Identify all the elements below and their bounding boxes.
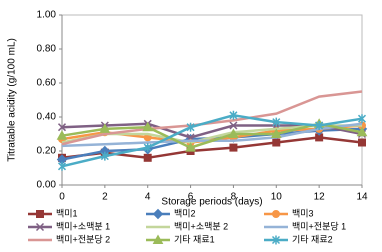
legend-marker (271, 235, 281, 245)
marker (99, 123, 111, 133)
marker (357, 114, 367, 124)
legend-marker (36, 210, 44, 218)
marker (356, 126, 368, 137)
marker (56, 130, 68, 140)
y-tick-label: 0.60 (37, 78, 57, 89)
x-tick-label: 6 (188, 192, 194, 203)
x-tick-label: 14 (356, 192, 368, 203)
series-line (61, 114, 363, 168)
marker (229, 143, 238, 152)
legend-label: 기타 재료1 (174, 234, 215, 244)
marker (185, 142, 196, 152)
marker (186, 122, 195, 132)
legend-label: 백미1 (56, 208, 78, 218)
marker (272, 138, 281, 147)
x-tick-label: 12 (314, 192, 326, 203)
marker (229, 110, 238, 120)
marker (358, 138, 366, 147)
legend-marker (152, 234, 164, 244)
plot-area (61, 14, 363, 186)
marker (315, 121, 324, 130)
marker (57, 161, 67, 171)
y-tick-label: 0.20 (37, 146, 57, 157)
legend-marker (272, 210, 280, 218)
x-tick-label: 4 (145, 192, 151, 203)
y-axis-label: Titratable acidity (g/100 mL) (7, 38, 18, 162)
x-tick-label: 8 (231, 192, 237, 203)
x-tick-label: 10 (271, 192, 283, 203)
marker (272, 117, 281, 127)
y-tick-label: 0.40 (37, 112, 57, 123)
x-tick-label: 2 (102, 192, 108, 203)
marker (100, 151, 109, 161)
y-tick-label: 0.80 (37, 44, 57, 55)
series-line (61, 90, 363, 146)
legend-label: 백미3 (292, 208, 314, 218)
legend-marker (152, 208, 164, 220)
marker (228, 128, 239, 138)
x-tick-label: 0 (59, 192, 65, 203)
legend-label: 백미+소맥분 2 (174, 221, 228, 231)
y-tick-label: 0.00 (37, 180, 57, 191)
legend-marker (35, 222, 45, 232)
legend-label: 백미+소맥분 1 (56, 221, 110, 231)
marker (229, 121, 238, 130)
legend-label: 백미+전분당 1 (292, 221, 346, 231)
legend-label: 기타 재료2 (292, 234, 333, 244)
legend-label: 백미+전분당 2 (56, 234, 110, 244)
marker (57, 123, 67, 132)
legend-label: 백미2 (174, 208, 196, 218)
marker (270, 128, 282, 138)
x-axis-label: Storage periods (days) (161, 197, 262, 208)
marker (143, 153, 152, 162)
marker (142, 121, 154, 132)
marker (143, 143, 152, 153)
y-tick-label: 1.00 (37, 10, 57, 21)
